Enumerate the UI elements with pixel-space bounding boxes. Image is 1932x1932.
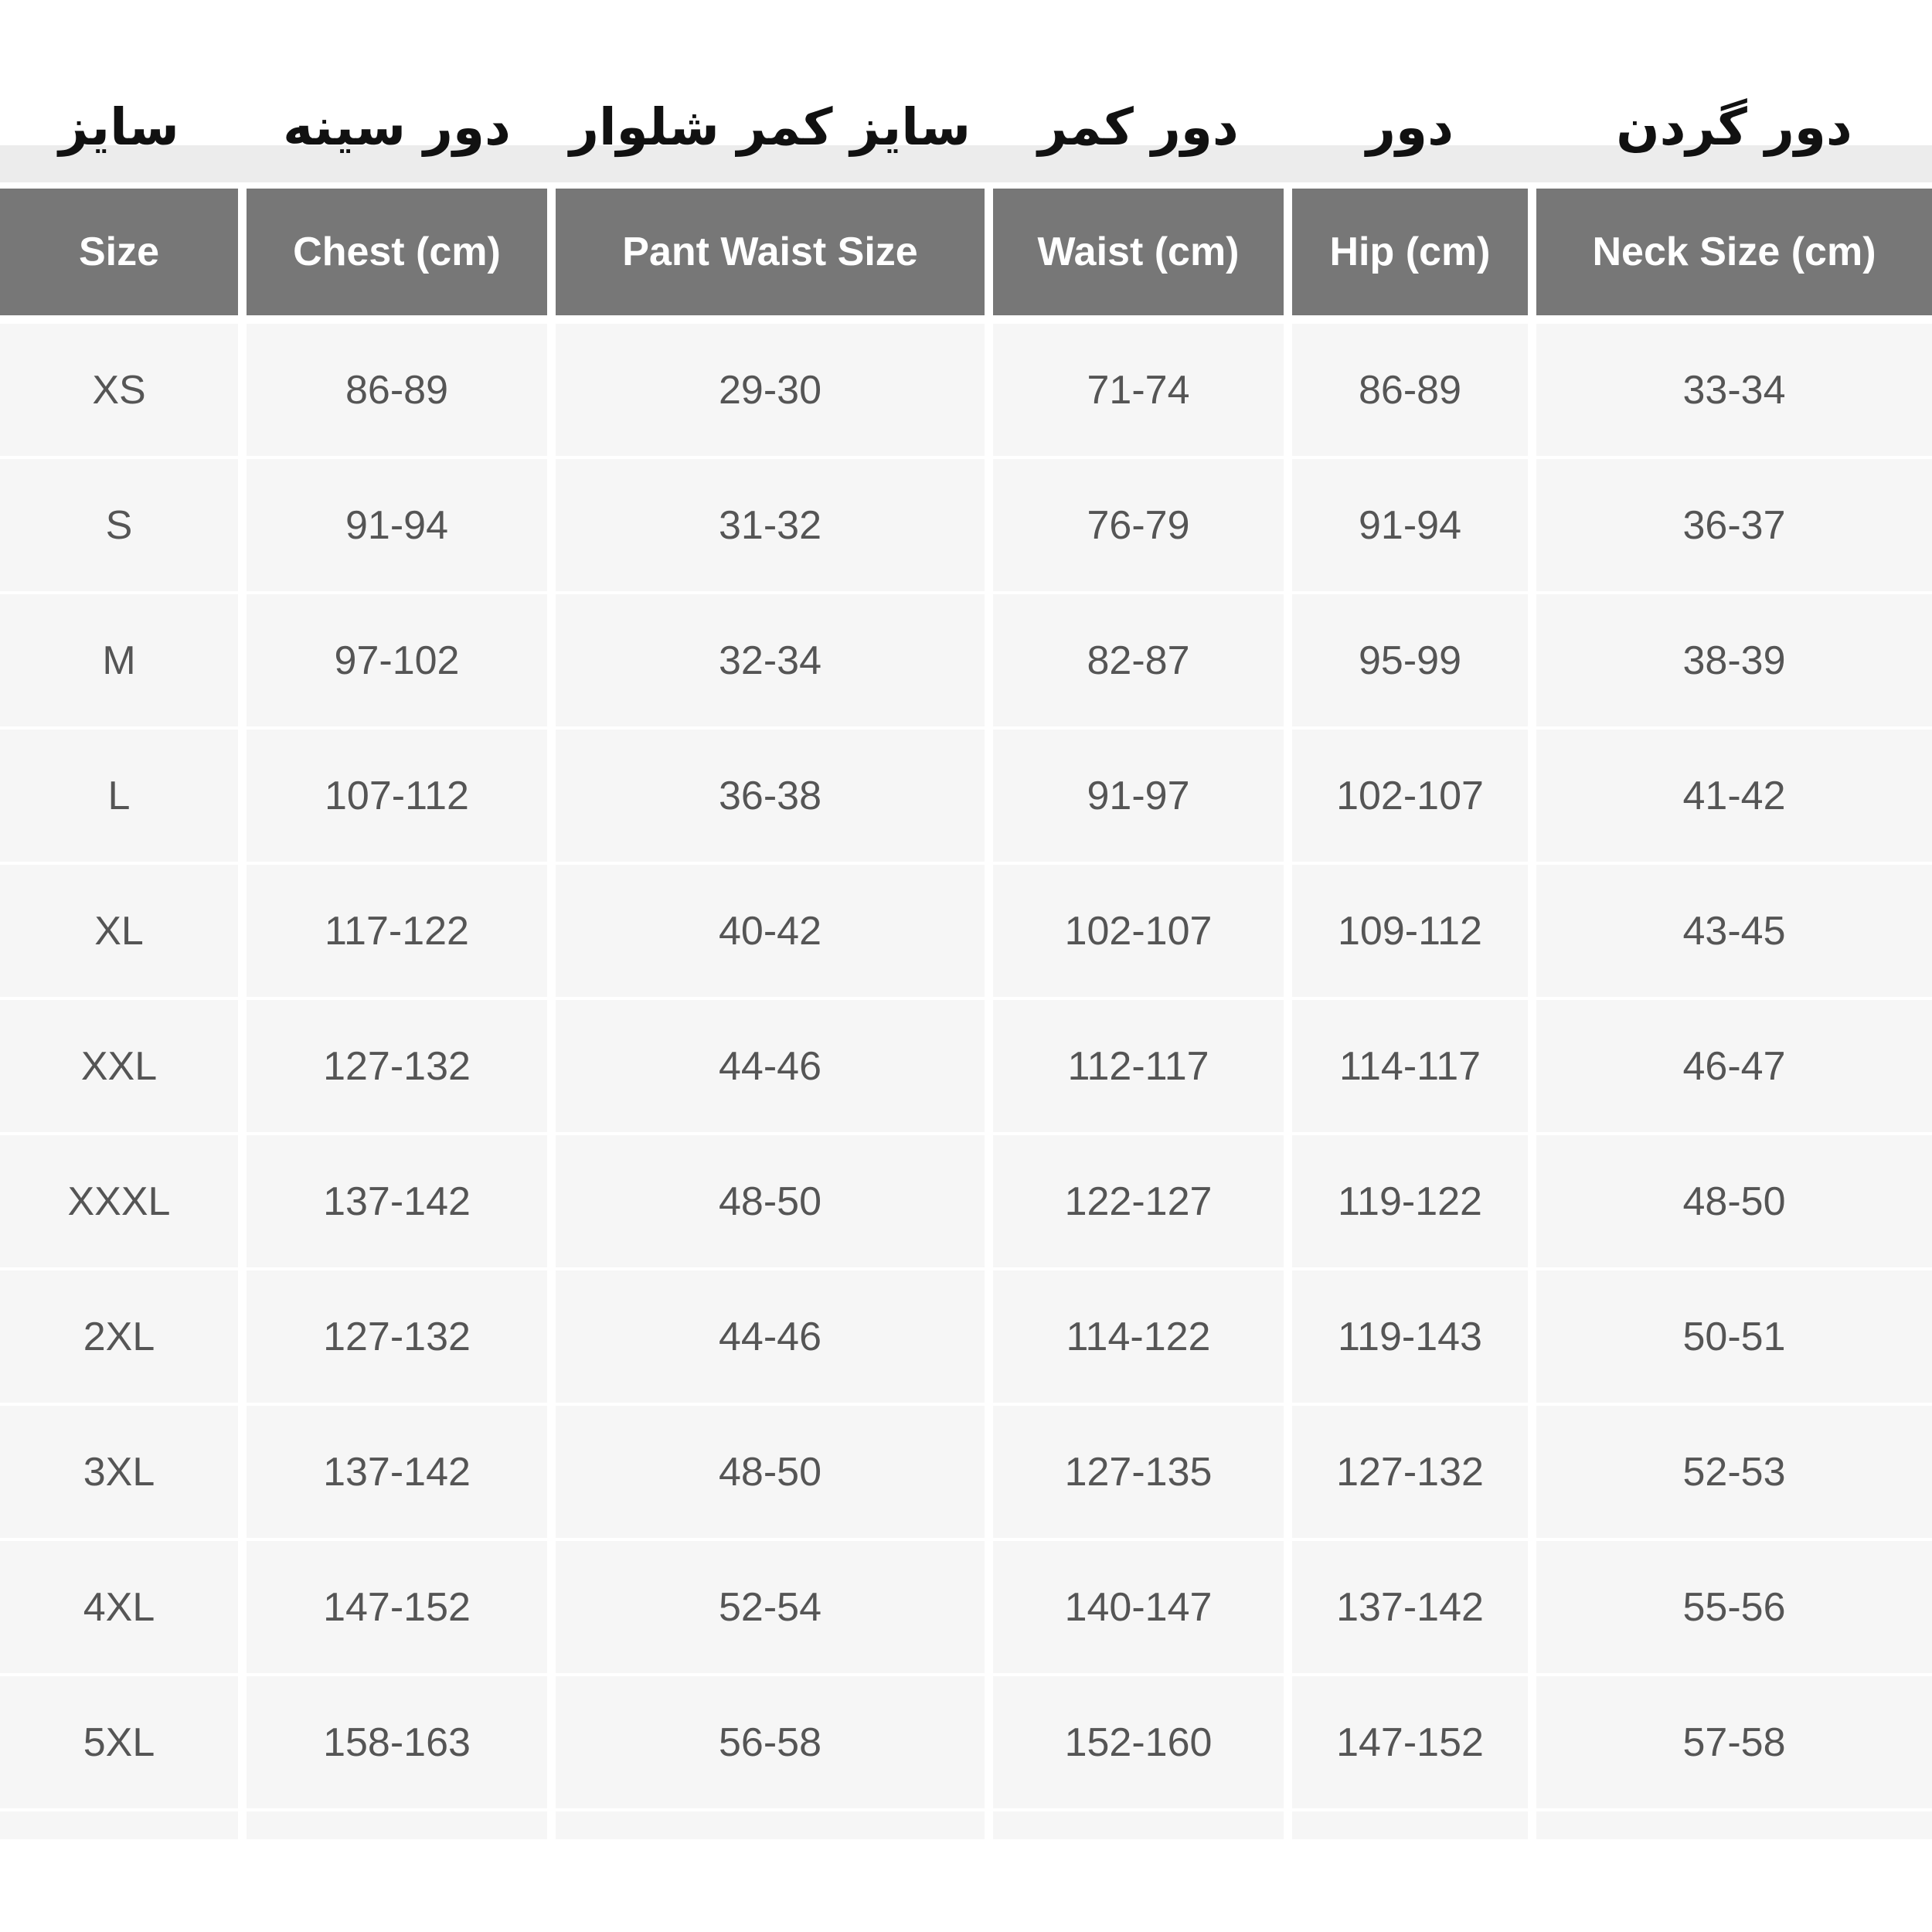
table-cell: 91-94 — [1292, 459, 1528, 591]
persian-header-band — [0, 145, 1932, 182]
table-cell: 44-46 — [556, 1270, 985, 1403]
table-cell: 117-122 — [247, 865, 547, 997]
size-label-cell: M — [0, 594, 238, 726]
table-cell: 36-38 — [556, 730, 985, 862]
table-cell: 127-135 — [993, 1406, 1284, 1538]
table-cell: 158-163 — [247, 1676, 547, 1808]
size-label-cell: XS — [0, 324, 238, 456]
table-cell: 52-53 — [1536, 1406, 1932, 1538]
table-cell: 46-47 — [1536, 1000, 1932, 1132]
column-header: Neck Size (cm) — [1536, 189, 1932, 315]
table-cell: 52-54 — [556, 1541, 985, 1673]
empty-cell — [247, 1811, 547, 1839]
empty-cell — [556, 1811, 985, 1839]
size-label-cell: 5XL — [0, 1676, 238, 1808]
table-cell: 152-160 — [993, 1676, 1284, 1808]
table-cell: 107-112 — [247, 730, 547, 862]
table-cell: 33-34 — [1536, 324, 1932, 456]
column-header: Pant Waist Size — [556, 189, 985, 315]
table-cell: 48-50 — [1536, 1135, 1932, 1267]
table-cell: 119-143 — [1292, 1270, 1528, 1403]
table-cell: 137-142 — [247, 1406, 547, 1538]
column-header: Size — [0, 189, 238, 315]
table-cell: 55-56 — [1536, 1541, 1932, 1673]
table-cell: 76-79 — [993, 459, 1284, 591]
size-label-cell: XXL — [0, 1000, 238, 1132]
table-cell: 119-122 — [1292, 1135, 1528, 1267]
empty-cell — [993, 1811, 1284, 1839]
table-cell: 97-102 — [247, 594, 547, 726]
table-cell: 38-39 — [1536, 594, 1932, 726]
column-header: Chest (cm) — [247, 189, 547, 315]
column-header: Waist (cm) — [993, 189, 1284, 315]
table-cell: 31-32 — [556, 459, 985, 591]
size-label-cell: 3XL — [0, 1406, 238, 1538]
empty-cell — [1536, 1811, 1932, 1839]
size-label-cell: S — [0, 459, 238, 591]
size-label-cell: XXXL — [0, 1135, 238, 1267]
table-cell: 127-132 — [247, 1000, 547, 1132]
table-cell: 57-58 — [1536, 1676, 1932, 1808]
size-label-cell: L — [0, 730, 238, 862]
empty-cell — [1292, 1811, 1528, 1839]
size-label-cell: 4XL — [0, 1541, 238, 1673]
column-header: Hip (cm) — [1292, 189, 1528, 315]
table-cell: 44-46 — [556, 1000, 985, 1132]
table-cell: 71-74 — [993, 324, 1284, 456]
table-cell: 86-89 — [1292, 324, 1528, 456]
table-cell: 48-50 — [556, 1135, 985, 1267]
table-cell: 147-152 — [1292, 1676, 1528, 1808]
table-cell: 127-132 — [1292, 1406, 1528, 1538]
size-chart-table: Size Chest (cm) Pant Waist Size Waist (cm) H… — [0, 189, 1932, 1808]
table-cell: 91-94 — [247, 459, 547, 591]
table-cell: 102-107 — [1292, 730, 1528, 862]
table-cell: 140-147 — [993, 1541, 1284, 1673]
table-cell: 95-99 — [1292, 594, 1528, 726]
table-cell: 114-117 — [1292, 1000, 1528, 1132]
table-cell: 36-37 — [1536, 459, 1932, 591]
persian-column-header: سایز — [59, 97, 179, 157]
empty-cell — [0, 1811, 238, 1839]
table-cell: 109-112 — [1292, 865, 1528, 997]
table-cell: 147-152 — [247, 1541, 547, 1673]
table-cell: 56-58 — [556, 1676, 985, 1808]
table-cell: 43-45 — [1536, 865, 1932, 997]
table-cell: 112-117 — [993, 1000, 1284, 1132]
table-cell: 91-97 — [993, 730, 1284, 862]
table-cell: 137-142 — [1292, 1541, 1528, 1673]
table-cell: 32-34 — [556, 594, 985, 726]
table-cell: 41-42 — [1536, 730, 1932, 862]
persian-column-header: دور کمر — [1038, 97, 1239, 157]
table-cell: 102-107 — [993, 865, 1284, 997]
size-label-cell: XL — [0, 865, 238, 997]
table-cell: 29-30 — [556, 324, 985, 456]
table-cell: 122-127 — [993, 1135, 1284, 1267]
table-cell: 40-42 — [556, 865, 985, 997]
size-label-cell: 2XL — [0, 1270, 238, 1403]
table-partial-row — [0, 1811, 1932, 1839]
table-cell: 50-51 — [1536, 1270, 1932, 1403]
table-cell: 137-142 — [247, 1135, 547, 1267]
table-cell: 127-132 — [247, 1270, 547, 1403]
table-cell: 82-87 — [993, 594, 1284, 726]
persian-column-header: سایز کمر شلوار — [569, 97, 971, 157]
persian-column-header: دور سینه — [283, 97, 511, 157]
table-cell: 114-122 — [993, 1270, 1284, 1403]
table-cell: 86-89 — [247, 324, 547, 456]
table-cell: 48-50 — [556, 1406, 985, 1538]
persian-column-header: دور گردن — [1616, 97, 1852, 157]
